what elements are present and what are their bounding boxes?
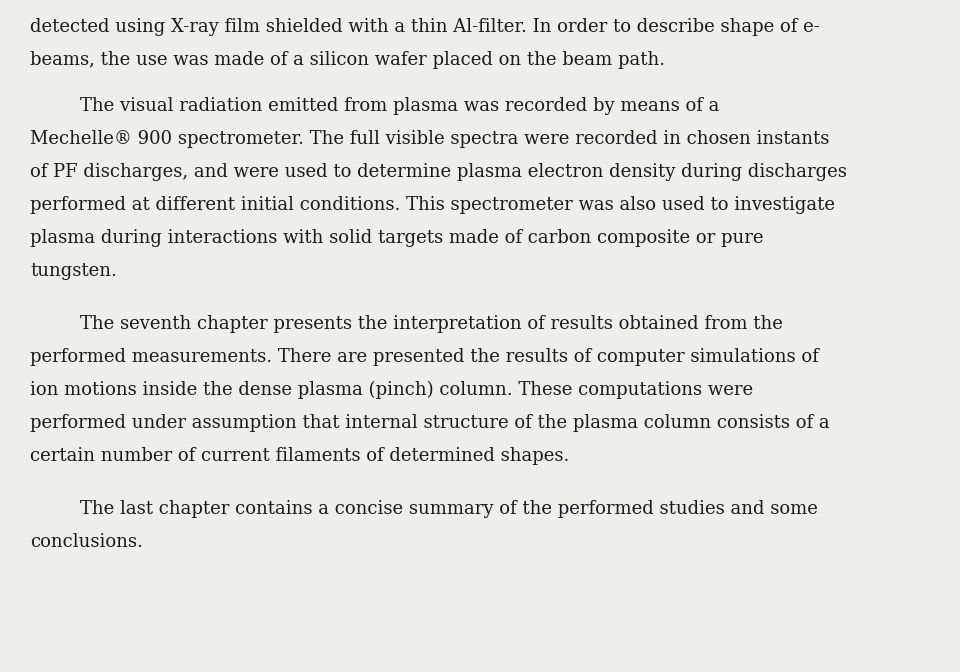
Text: plasma during interactions with solid targets made of carbon composite or pure: plasma during interactions with solid ta… xyxy=(30,229,763,247)
Text: The visual radiation emitted from plasma was recorded by means of a: The visual radiation emitted from plasma… xyxy=(80,97,719,115)
Text: certain number of current filaments of determined shapes.: certain number of current filaments of d… xyxy=(30,447,569,465)
Text: performed under assumption that internal structure of the plasma column consists: performed under assumption that internal… xyxy=(30,414,829,432)
Text: detected using X-ray film shielded with a thin Al-filter. In order to describe s: detected using X-ray film shielded with … xyxy=(30,18,820,36)
Text: beams, the use was made of a silicon wafer placed on the beam path.: beams, the use was made of a silicon waf… xyxy=(30,51,665,69)
Text: Mechelle® 900 spectrometer. The full visible spectra were recorded in chosen ins: Mechelle® 900 spectrometer. The full vis… xyxy=(30,130,829,148)
Text: ion motions inside the dense plasma (pinch) column. These computations were: ion motions inside the dense plasma (pin… xyxy=(30,381,754,399)
Text: tungsten.: tungsten. xyxy=(30,262,117,280)
Text: performed at different initial conditions. This spectrometer was also used to in: performed at different initial condition… xyxy=(30,196,835,214)
Text: performed measurements. There are presented the results of computer simulations : performed measurements. There are presen… xyxy=(30,348,819,366)
Text: The seventh chapter presents the interpretation of results obtained from the: The seventh chapter presents the interpr… xyxy=(80,315,782,333)
Text: The last chapter contains a concise summary of the performed studies and some: The last chapter contains a concise summ… xyxy=(80,500,818,518)
Text: conclusions.: conclusions. xyxy=(30,533,143,551)
Text: of PF discharges, and were used to determine plasma electron density during disc: of PF discharges, and were used to deter… xyxy=(30,163,847,181)
